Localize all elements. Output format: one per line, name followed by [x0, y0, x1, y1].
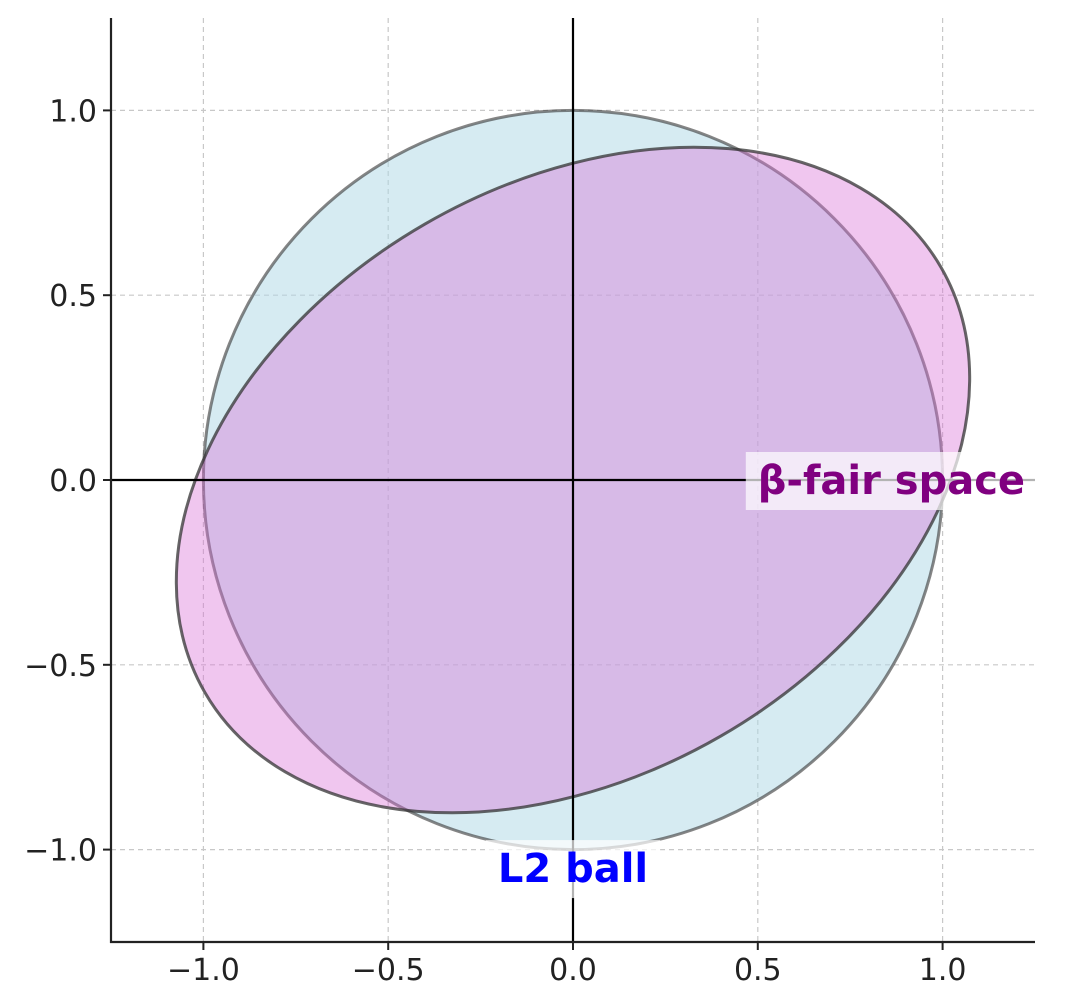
l2-ball-label-background [485, 840, 661, 899]
x-tick-label-0: −1.0 [167, 953, 240, 988]
y-tick-label-1: −0.5 [24, 649, 97, 684]
beta-fair-label-background [745, 452, 1038, 510]
l2-ball-label: L2 ball [498, 846, 648, 892]
x-tick-label-2: 0.0 [549, 953, 597, 988]
y-tick-label-2: 0.0 [49, 464, 97, 499]
y-tick-label-4: 1.0 [49, 94, 97, 129]
x-tick-label-3: 0.5 [734, 953, 782, 988]
beta-fair-label: β-fair space [758, 458, 1025, 504]
annotations: β-fair space L2 ball [485, 452, 1038, 899]
y-tick-label-0: −1.0 [24, 834, 97, 869]
y-tick-label-3: 0.5 [49, 279, 97, 314]
x-tick-label-1: −0.5 [352, 953, 425, 988]
x-tick-label-4: 1.0 [919, 953, 967, 988]
ticks: −1.0 −0.5 0.0 0.5 1.0 −1.0 −0.5 0.0 0.5 1.0 [24, 94, 966, 988]
